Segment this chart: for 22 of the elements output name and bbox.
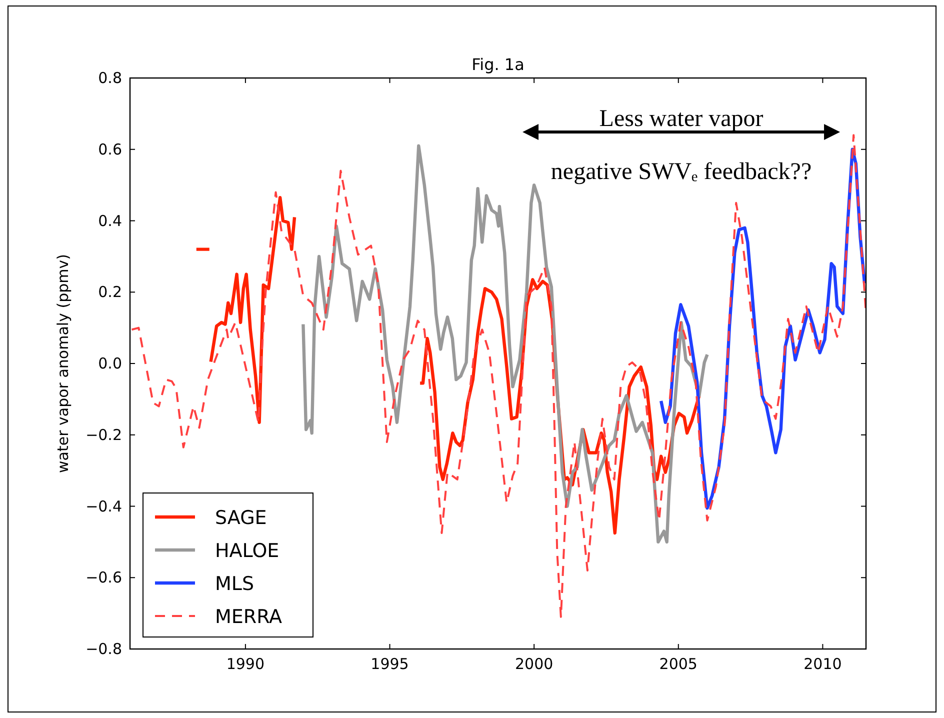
y-tick-label: 0.8 xyxy=(98,69,122,87)
x-tick-label: 1995 xyxy=(370,655,409,673)
y-tick-label: 0.2 xyxy=(98,283,122,302)
y-tick-label: 0.6 xyxy=(98,140,122,158)
y-tick-label: −0.2 xyxy=(86,426,122,444)
y-tick-label: 0.4 xyxy=(98,212,122,230)
legend-label: MERRA xyxy=(215,606,282,628)
x-tick-label: 2000 xyxy=(514,655,554,673)
legend-label: SAGE xyxy=(215,507,267,529)
annotation: Less water vapor xyxy=(599,106,764,132)
annotation: negative SWVₑ feedback?? xyxy=(550,159,812,185)
y-tick-label: 0.0 xyxy=(98,354,122,372)
y-axis-title: water vapor anomaly (ppmv) xyxy=(54,254,72,473)
x-tick-label: 2010 xyxy=(804,655,842,673)
legend-label: HALOE xyxy=(215,540,280,562)
y-tick-label: −0.6 xyxy=(86,568,122,587)
legend-label: MLS xyxy=(215,573,254,595)
chart-title: Fig. 1a xyxy=(472,55,524,74)
x-tick-label: 2005 xyxy=(659,655,698,673)
y-tick-label: −0.8 xyxy=(86,640,122,658)
y-tick-label: −0.4 xyxy=(86,497,122,516)
x-tick-label: 1990 xyxy=(226,655,265,673)
